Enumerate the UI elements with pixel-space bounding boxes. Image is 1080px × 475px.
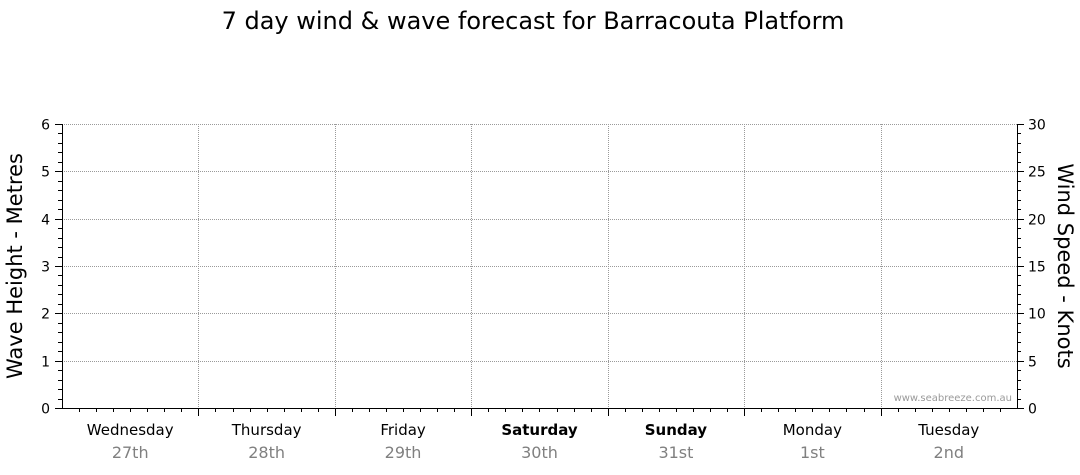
left-tick-label: 1: [41, 355, 50, 371]
day-date-label: 27th: [112, 443, 149, 462]
grid: [62, 124, 1017, 408]
right-tick-label: 25: [1028, 165, 1046, 181]
right-tick-label: 10: [1028, 307, 1046, 323]
day-name-label: Thursday: [231, 421, 302, 439]
day-date-label: 29th: [385, 443, 422, 462]
axes: [62, 124, 1018, 416]
left-tick-label: 3: [41, 260, 50, 276]
left-tick-label: 4: [41, 213, 50, 229]
day-labels: Wednesday 27th Thursday 28th Friday 29th Satur…: [87, 421, 980, 462]
day-name-label: Wednesday: [87, 421, 174, 439]
left-axis-ticks: 0 1 2 3 4 5 6: [41, 118, 62, 418]
day-date-label: 2nd: [934, 443, 964, 462]
right-tick-label: 15: [1028, 260, 1046, 276]
chart-title: 7 day wind & wave forecast for Barracout…: [222, 7, 845, 35]
left-tick-label: 2: [41, 307, 50, 323]
day-name-label: Saturday: [501, 421, 578, 439]
day-name-label: Friday: [380, 421, 426, 439]
left-tick-label: 6: [41, 118, 50, 134]
day-date-label: 30th: [521, 443, 558, 462]
right-tick-label: 5: [1028, 355, 1037, 371]
left-tick-label: 5: [41, 165, 50, 181]
right-axis-ticks: 0 5 10 15 20 25 30: [1017, 118, 1046, 418]
right-axis-title: Wind Speed - Knots: [1053, 163, 1077, 368]
watermark-text: www.seabreeze.com.au: [894, 393, 1012, 404]
right-tick-label: 0: [1028, 402, 1037, 418]
day-date-label: 1st: [800, 443, 825, 462]
day-name-label: Tuesday: [917, 421, 979, 439]
left-tick-label: 0: [41, 402, 50, 418]
left-axis-title: Wave Height - Metres: [3, 153, 27, 379]
right-tick-label: 30: [1028, 118, 1046, 134]
day-name-label: Monday: [783, 421, 842, 439]
day-date-label: 28th: [248, 443, 285, 462]
day-date-label: 31st: [658, 443, 693, 462]
day-name-label: Sunday: [645, 421, 708, 439]
right-tick-label: 20: [1028, 213, 1046, 229]
